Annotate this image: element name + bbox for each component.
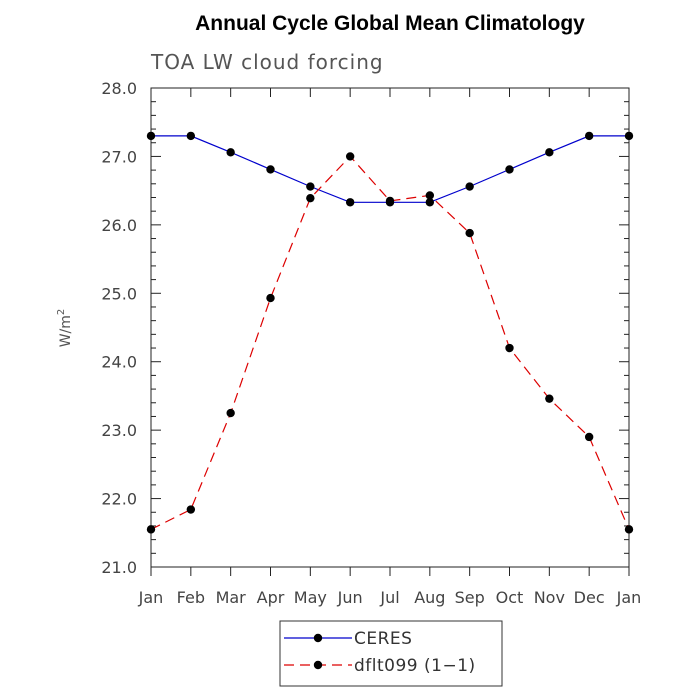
series-1-point bbox=[186, 131, 196, 141]
chart-subtitle: TOA LW cloud forcing bbox=[150, 50, 384, 74]
legend: CERES dflt099 (1−1) bbox=[279, 620, 503, 687]
series-2-point bbox=[186, 505, 196, 514]
y-tick-label: 28.0 bbox=[101, 79, 137, 98]
y-axis-label-text: W/m bbox=[58, 315, 74, 347]
series-1-point bbox=[425, 198, 435, 207]
x-tick-label: Jan bbox=[138, 588, 164, 607]
y-tick-label: 27.0 bbox=[101, 147, 137, 166]
series-1-point bbox=[465, 182, 474, 191]
y-axis-label-superscript: 2 bbox=[56, 309, 67, 315]
series-2-point bbox=[624, 525, 634, 534]
x-tick-label: Apr bbox=[257, 588, 285, 607]
y-tick-label: 25.0 bbox=[101, 284, 137, 303]
series-1-point bbox=[545, 148, 554, 157]
series-2-point bbox=[545, 394, 554, 403]
series-layer bbox=[146, 131, 634, 534]
series-line-1 bbox=[151, 135, 629, 203]
x-axis: Jan Feb Mar Apr May Jun Jul Aug Sep Oct Nov Dec Jan bbox=[138, 88, 642, 607]
y-tick-label: 23.0 bbox=[101, 421, 137, 440]
y-tick-label: 22.0 bbox=[101, 490, 137, 509]
legend-marker-1 bbox=[313, 633, 323, 643]
x-tick-label: Aug bbox=[414, 588, 445, 607]
series-2-point bbox=[146, 525, 156, 534]
series-1-point bbox=[584, 131, 594, 141]
series-2-point bbox=[226, 408, 235, 418]
x-tick-label: Jul bbox=[379, 588, 399, 607]
legend-label-2: dflt099 (1−1) bbox=[354, 656, 476, 676]
series-1-point bbox=[306, 182, 315, 191]
series-1-point bbox=[345, 198, 355, 207]
series-2-point bbox=[385, 196, 395, 206]
series-2-point bbox=[425, 191, 435, 200]
x-tick-label: Oct bbox=[496, 588, 524, 607]
x-tick-label: Nov bbox=[534, 588, 565, 607]
x-tick-label: May bbox=[294, 588, 327, 607]
plot-frame bbox=[150, 87, 630, 568]
y-axis: 21.0 22.0 23.0 24.0 25.0 26.0 27.0 28.0 bbox=[101, 79, 629, 577]
series-line-2 bbox=[150, 155, 630, 530]
x-tick-label: Jan bbox=[616, 588, 642, 607]
x-tick-label: Jun bbox=[337, 588, 363, 607]
legend-label-1: CERES bbox=[354, 629, 412, 649]
y-tick-label: 24.0 bbox=[101, 353, 137, 372]
series-1-point bbox=[146, 131, 156, 141]
series-1-point bbox=[624, 131, 634, 141]
y-axis-label: W/m2 bbox=[56, 309, 74, 348]
series-2-point bbox=[266, 293, 275, 303]
x-tick-label: Sep bbox=[455, 588, 485, 607]
x-tick-label: Feb bbox=[177, 588, 205, 607]
x-tick-label: Dec bbox=[574, 588, 605, 607]
legend-marker-2 bbox=[313, 660, 323, 670]
y-tick-label: 21.0 bbox=[101, 558, 137, 577]
series-2-point bbox=[306, 193, 315, 203]
chart-title: Annual Cycle Global Mean Climatology bbox=[195, 12, 585, 35]
series-2-point bbox=[584, 432, 594, 442]
series-2-point bbox=[345, 152, 355, 161]
y-tick-label: 26.0 bbox=[101, 216, 137, 235]
series-1-point bbox=[505, 165, 514, 174]
series-1-point bbox=[226, 148, 235, 157]
series-2-point bbox=[505, 343, 514, 353]
series-2-point bbox=[465, 228, 474, 238]
x-tick-label: Mar bbox=[216, 588, 247, 607]
series-1-point bbox=[266, 165, 275, 174]
legend-box bbox=[279, 620, 503, 687]
